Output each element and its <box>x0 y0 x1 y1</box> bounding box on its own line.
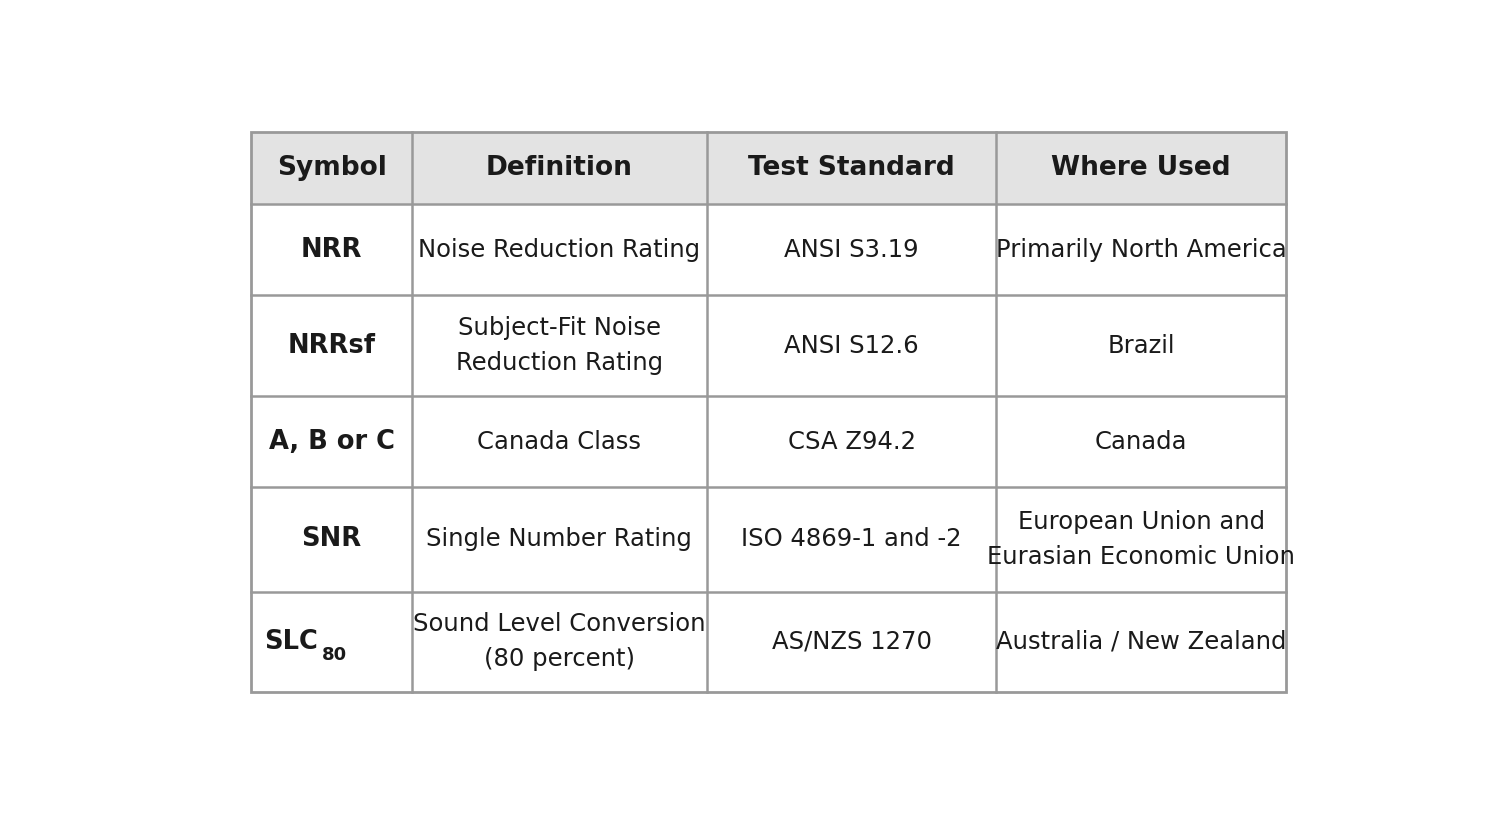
Text: Brazil: Brazil <box>1107 334 1174 357</box>
Bar <box>252 132 1286 692</box>
Text: Test Standard: Test Standard <box>748 155 956 181</box>
Bar <box>252 132 1286 204</box>
Text: Canada Class: Canada Class <box>477 429 640 454</box>
Text: Australia / New Zealand: Australia / New Zealand <box>996 630 1287 654</box>
Text: Canada: Canada <box>1095 429 1188 454</box>
Text: Subject-Fit Noise
Reduction Rating: Subject-Fit Noise Reduction Rating <box>456 316 663 375</box>
Text: Where Used: Where Used <box>1052 155 1232 181</box>
Text: Definition: Definition <box>486 155 633 181</box>
Text: Sound Level Conversion
(80 percent): Sound Level Conversion (80 percent) <box>413 612 705 672</box>
Text: A, B or C: A, B or C <box>268 428 394 455</box>
Text: ANSI S3.19: ANSI S3.19 <box>784 237 920 262</box>
Text: ISO 4869-1 and -2: ISO 4869-1 and -2 <box>741 527 962 552</box>
Text: SNR: SNR <box>302 526 362 552</box>
Text: European Union and
Eurasian Economic Union: European Union and Eurasian Economic Uni… <box>987 510 1294 569</box>
Text: NRRsf: NRRsf <box>288 333 375 358</box>
Text: ANSI S12.6: ANSI S12.6 <box>784 334 920 357</box>
Text: 80: 80 <box>322 646 348 664</box>
Text: Symbol: Symbol <box>276 155 387 181</box>
Text: CSA Z94.2: CSA Z94.2 <box>788 429 915 454</box>
Text: Noise Reduction Rating: Noise Reduction Rating <box>419 237 700 262</box>
Text: AS/NZS 1270: AS/NZS 1270 <box>771 630 932 654</box>
Text: NRR: NRR <box>302 237 363 263</box>
Text: SLC: SLC <box>264 628 318 654</box>
Text: Primarily North America: Primarily North America <box>996 237 1287 262</box>
Text: Single Number Rating: Single Number Rating <box>426 527 692 552</box>
